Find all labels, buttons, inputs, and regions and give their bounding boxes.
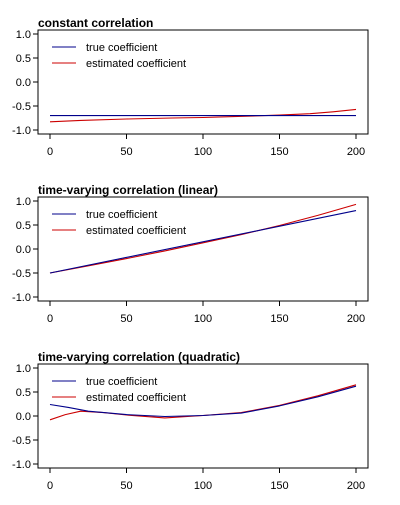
legend-label: estimated coefficient xyxy=(86,58,186,70)
x-tick-label: 0 xyxy=(47,313,53,325)
y-tick-label: 0.5 xyxy=(16,220,31,232)
y-tick-label: 1.0 xyxy=(16,363,31,375)
x-tick-label: 50 xyxy=(120,313,132,325)
chart-panel-1: constant correlation -1.0 -0.5 0.0 0.5 1.0 0 50… xyxy=(12,16,369,158)
x-tick-label: 0 xyxy=(47,146,53,158)
y-tick-label: -1.0 xyxy=(12,292,31,304)
series-line-true xyxy=(49,385,357,418)
x-tick-label: 150 xyxy=(270,313,288,325)
legend-label: estimated coefficient xyxy=(86,225,186,237)
panel-title: constant correlation xyxy=(38,16,153,30)
y-tick-label: -1.0 xyxy=(12,125,31,137)
y-tick-label: 0.0 xyxy=(16,244,31,256)
legend-label: estimated coefficient xyxy=(86,392,186,404)
x-tick-label: 100 xyxy=(194,480,212,492)
y-tick-label: 0.0 xyxy=(16,77,31,89)
series-line-true xyxy=(49,210,357,274)
x-tick-label: 150 xyxy=(270,480,288,492)
x-tick-label: 100 xyxy=(194,146,212,158)
y-tick-label: -0.5 xyxy=(12,101,31,113)
y-tick-label: 1.0 xyxy=(16,196,31,208)
y-tick-label: -0.5 xyxy=(12,268,31,280)
x-tick-label: 150 xyxy=(270,146,288,158)
y-tick-label: 1.0 xyxy=(16,29,31,41)
y-tick-label: 0.5 xyxy=(16,53,31,65)
chart-panel-2: time-varying correlation (linear) -1.0 -0.… xyxy=(12,183,369,325)
legend-label: true coefficient xyxy=(86,209,157,221)
y-tick-label: 0.0 xyxy=(16,411,31,423)
x-tick-label: 100 xyxy=(194,313,212,325)
chart-panel-3: time-varying correlation (quadratic) -1.0… xyxy=(12,350,369,492)
y-tick-label: -1.0 xyxy=(12,459,31,471)
x-tick-label: 200 xyxy=(347,480,365,492)
x-tick-label: 50 xyxy=(120,480,132,492)
y-tick-label: -0.5 xyxy=(12,435,31,447)
x-tick-label: 200 xyxy=(347,146,365,158)
series-line-estimated xyxy=(49,203,357,274)
x-tick-label: 200 xyxy=(347,313,365,325)
series-line-estimated xyxy=(49,384,357,421)
panel-title: time-varying correlation (quadratic) xyxy=(38,350,240,364)
legend-label: true coefficient xyxy=(86,376,157,388)
x-tick-label: 0 xyxy=(47,480,53,492)
x-tick-label: 50 xyxy=(120,146,132,158)
panel-title: time-varying correlation (linear) xyxy=(38,183,218,197)
series-line-estimated xyxy=(49,108,357,123)
y-tick-label: 0.5 xyxy=(16,387,31,399)
legend-label: true coefficient xyxy=(86,42,157,54)
